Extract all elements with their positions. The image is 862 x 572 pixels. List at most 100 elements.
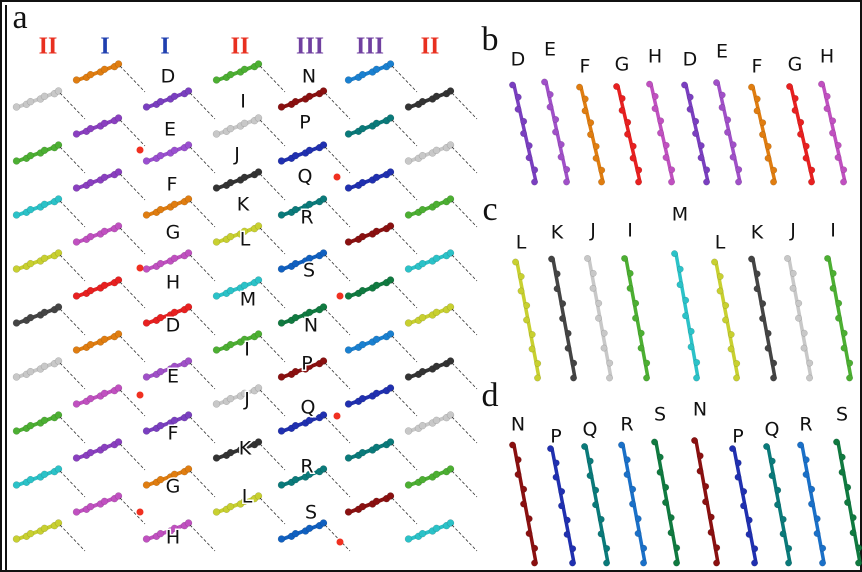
- atom: [184, 411, 193, 419]
- atom: [531, 178, 538, 186]
- molecule: [12, 87, 63, 111]
- atom: [358, 340, 367, 349]
- atom: [344, 454, 353, 462]
- atom: [740, 502, 747, 510]
- atom: [643, 374, 650, 382]
- atom: [170, 308, 179, 317]
- atom: [657, 117, 665, 125]
- inversion-center: [136, 391, 144, 399]
- atom: [587, 119, 595, 127]
- atom: [100, 173, 109, 182]
- atom: [446, 303, 455, 311]
- atom: [795, 314, 802, 322]
- molecule-label: Q: [298, 166, 313, 188]
- atom: [813, 515, 821, 523]
- atom: [697, 154, 705, 162]
- atom: [753, 107, 761, 115]
- inversion-center: [333, 412, 341, 420]
- inversion-center: [136, 508, 144, 516]
- atom: [557, 141, 565, 148]
- atom: [26, 367, 35, 376]
- atom: [829, 129, 836, 137]
- molecule: [404, 141, 455, 165]
- atom: [634, 515, 642, 523]
- contact: [259, 497, 286, 525]
- atom: [813, 530, 821, 537]
- atom: [40, 524, 49, 533]
- molecule: [277, 195, 328, 219]
- atom: [26, 529, 35, 538]
- atom: [305, 92, 314, 101]
- contact: [451, 524, 478, 552]
- atom: [553, 270, 561, 278]
- molecule-label: E: [544, 39, 556, 61]
- molecule: [651, 438, 681, 567]
- atom: [418, 475, 427, 484]
- panel-label: a: [12, 0, 27, 36]
- atom: [840, 178, 847, 186]
- atom: [855, 544, 862, 552]
- atom: [808, 485, 816, 493]
- atom: [729, 445, 736, 453]
- atom: [779, 515, 787, 523]
- atom: [12, 373, 21, 381]
- atom: [589, 269, 597, 277]
- atom: [372, 281, 381, 290]
- molecule: [646, 80, 676, 186]
- molecule-label: K: [239, 438, 252, 460]
- molecule: [344, 114, 395, 138]
- molecule-label: R: [799, 414, 812, 436]
- atom: [12, 319, 21, 327]
- atom: [156, 367, 165, 376]
- atom: [802, 142, 810, 150]
- atom: [156, 205, 165, 214]
- molecule: [72, 222, 123, 246]
- atom: [446, 519, 455, 527]
- atom: [344, 130, 353, 138]
- atom: [520, 485, 528, 493]
- contact: [59, 524, 86, 552]
- atom: [509, 441, 516, 449]
- molecule-label: D: [683, 49, 698, 71]
- inversion-center: [136, 146, 144, 154]
- molecule: [344, 384, 395, 408]
- atom: [797, 130, 804, 138]
- atom: [418, 259, 427, 268]
- atom: [240, 335, 249, 344]
- contact: [324, 416, 351, 444]
- atom: [184, 465, 193, 473]
- atom: [404, 265, 413, 273]
- atom: [770, 374, 777, 382]
- molecule: [824, 254, 854, 382]
- atom: [751, 559, 758, 567]
- molecule-label: J: [243, 389, 250, 411]
- atom: [722, 316, 729, 324]
- molecule: [547, 445, 577, 567]
- atom: [319, 141, 328, 149]
- molecule-label: E: [716, 41, 728, 63]
- atom: [581, 95, 589, 103]
- atom: [226, 124, 235, 133]
- atom: [372, 335, 381, 344]
- atom: [86, 340, 95, 349]
- atom: [54, 195, 63, 203]
- atom: [629, 154, 637, 162]
- atom: [40, 362, 49, 371]
- atom: [254, 492, 263, 500]
- atom: [592, 142, 600, 150]
- molecule: [12, 519, 63, 543]
- panel-label: c: [482, 191, 497, 228]
- atom: [100, 335, 109, 344]
- atom: [557, 153, 565, 161]
- atom: [629, 485, 637, 493]
- molecule-label: N: [511, 414, 525, 436]
- atom: [559, 315, 566, 322]
- contact: [324, 92, 351, 120]
- atom: [548, 255, 555, 263]
- atom: [711, 258, 718, 266]
- atom: [713, 544, 721, 552]
- atom: [643, 359, 651, 367]
- molecule: [72, 492, 123, 516]
- atom: [779, 530, 787, 538]
